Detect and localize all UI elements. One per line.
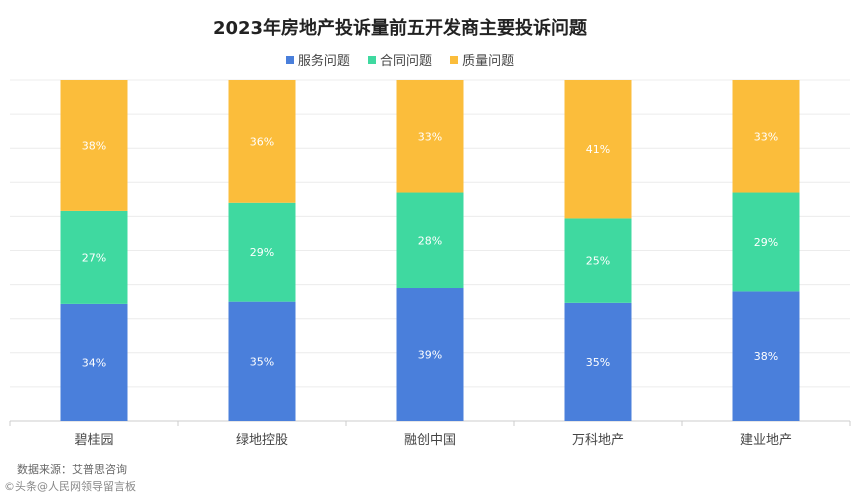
watermark-credit: ©头条@人民网领导留言板 — [4, 480, 136, 493]
legend-item-quality[interactable]: 质量问题 — [450, 50, 514, 69]
bar-segment[interactable] — [564, 80, 632, 219]
bars — [60, 80, 800, 421]
bar-segment[interactable] — [60, 80, 128, 211]
bar-segment[interactable] — [228, 301, 296, 421]
x-tick-label: 万科地产 — [572, 433, 624, 448]
bar-segment[interactable] — [732, 192, 800, 292]
chart-title: 2023年房地产投诉量前五开发商主要投诉问题 — [212, 18, 588, 39]
bar-segment[interactable] — [228, 80, 296, 203]
bar-segment[interactable] — [396, 80, 464, 193]
bar-segment[interactable] — [564, 218, 632, 303]
x-tick-label: 融创中国 — [404, 433, 456, 448]
data-label: 33% — [754, 130, 778, 143]
legend-label-service: 服务问题 — [297, 54, 350, 69]
x-tick-label: 碧桂园 — [74, 433, 113, 448]
data-label: 38% — [82, 139, 106, 152]
bar-segment[interactable] — [396, 288, 464, 421]
data-label: 29% — [250, 246, 274, 259]
bar-segment[interactable] — [564, 302, 632, 421]
data-label: 29% — [754, 236, 778, 249]
legend-label-contract: 合同问题 — [379, 54, 432, 69]
legend-item-contract[interactable]: 合同问题 — [367, 50, 432, 69]
bar-segment[interactable] — [228, 202, 296, 302]
x-tick-label: 建业地产 — [740, 433, 792, 448]
x-axis: 碧桂园 绿地控股 融创中国 万科地产 建业地产 — [9, 421, 851, 448]
data-label: 34% — [82, 356, 106, 369]
legend-swatch-contract — [367, 56, 376, 64]
data-label: 38% — [754, 350, 778, 363]
legend-swatch-service — [285, 56, 294, 64]
data-label: 41% — [586, 143, 610, 156]
bar-segment[interactable] — [396, 192, 464, 289]
x-tick-label: 绿地控股 — [236, 433, 288, 448]
legend-item-service[interactable]: 服务问题 — [285, 50, 350, 69]
bar-segment[interactable] — [60, 210, 128, 304]
data-label: 33% — [418, 130, 442, 143]
data-label: 25% — [586, 255, 610, 268]
data-label: 39% — [418, 349, 442, 362]
data-labels: 34% 27% 38% 35% 29% 36% 39% 28% 33% 35% 25% 41% 38% 2… — [82, 130, 778, 369]
bar-segment[interactable] — [732, 80, 800, 193]
bar-segment[interactable] — [60, 303, 128, 421]
legend-swatch-quality — [450, 56, 459, 64]
data-label: 27% — [82, 251, 106, 264]
data-label: 28% — [418, 234, 442, 247]
bar-segment[interactable] — [732, 291, 800, 421]
data-label: 36% — [250, 135, 274, 148]
source-note: 数据来源：艾普思咨询 — [17, 463, 127, 476]
data-label: 35% — [250, 355, 274, 368]
legend: 服务问题 合同问题 质量问题 — [0, 50, 800, 69]
data-label: 35% — [586, 356, 610, 369]
legend-label-quality: 质量问题 — [462, 54, 515, 69]
